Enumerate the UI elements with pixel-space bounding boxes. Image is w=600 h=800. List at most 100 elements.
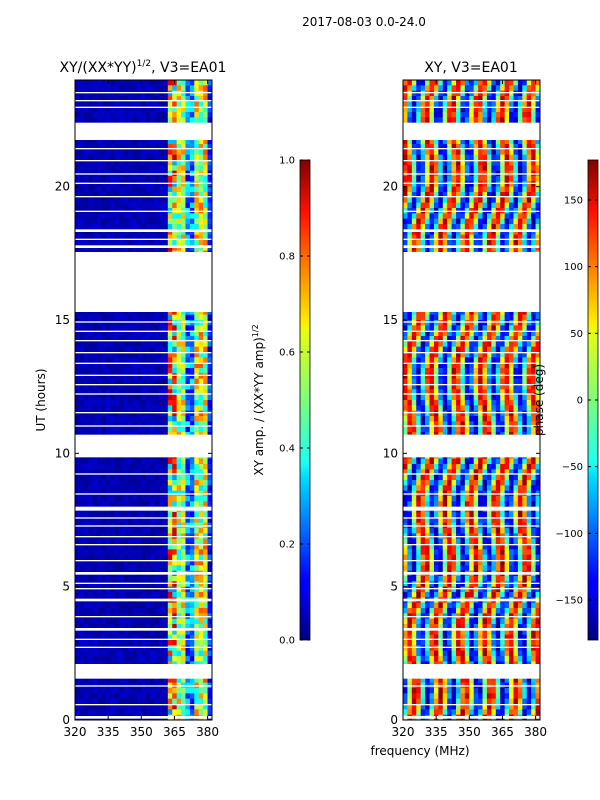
heatmap-cell <box>181 224 187 230</box>
heatmap-cell <box>75 485 81 492</box>
heatmap-cell <box>154 106 160 113</box>
heatmap-cell <box>194 314 200 321</box>
heatmap-cell <box>207 474 212 481</box>
heatmap-cell <box>429 602 435 609</box>
heatmap-cell <box>438 650 444 657</box>
heatmap-cell <box>123 240 129 246</box>
heatmap-cell <box>185 618 191 625</box>
heatmap-cell <box>158 496 164 502</box>
heatmap-cell <box>407 165 413 172</box>
heatmap-cell <box>411 512 417 518</box>
heatmap-cell <box>207 80 212 86</box>
heatmap-cell <box>194 90 200 97</box>
heatmap-cell <box>79 565 85 572</box>
heatmap-cell <box>167 650 173 657</box>
heatmap-cell <box>207 384 212 390</box>
heatmap-cell <box>79 677 85 684</box>
heatmap-cell <box>163 325 169 332</box>
heatmap-cell <box>403 512 409 518</box>
heatmap-cell <box>97 544 103 550</box>
heatmap-cell <box>203 554 209 561</box>
heatmap-cell <box>145 192 151 198</box>
heatmap-cell <box>158 693 164 700</box>
heatmap-cell <box>92 629 98 636</box>
heatmap-cell <box>194 688 200 694</box>
heatmap-cell <box>101 517 107 524</box>
heatmap-cell <box>167 373 173 380</box>
heatmap-cell <box>132 426 138 433</box>
heatmap-cell <box>203 608 209 614</box>
heatmap-cell <box>110 650 116 657</box>
heatmap-cell <box>110 618 116 625</box>
heatmap-cell <box>407 501 413 508</box>
heatmap-cell <box>101 202 107 209</box>
heatmap-cell <box>110 197 116 204</box>
heatmap-cell <box>433 501 439 508</box>
heatmap-cell <box>407 400 413 406</box>
heatmap-cell <box>119 80 125 86</box>
heatmap-cell <box>128 320 134 326</box>
heatmap-cell <box>128 677 134 684</box>
heatmap-cell <box>101 650 107 657</box>
heatmap-cell <box>132 544 138 550</box>
heatmap-cell <box>105 368 111 374</box>
heatmap-cell <box>420 384 426 390</box>
heatmap-cell <box>198 586 204 593</box>
heatmap-cell <box>105 117 111 124</box>
heatmap-cell <box>411 485 417 492</box>
heatmap-cell <box>105 245 111 252</box>
heatmap-cell <box>83 474 89 481</box>
heatmap-cell <box>88 576 94 582</box>
heatmap-cell <box>114 352 120 358</box>
heatmap-cell <box>429 698 435 705</box>
heatmap-cell <box>203 341 209 348</box>
heatmap-cell <box>438 485 444 492</box>
heatmap-cell <box>97 192 103 198</box>
heatmap-cell <box>154 410 160 417</box>
heatmap-cell <box>105 314 111 321</box>
heatmap-cell <box>79 85 85 92</box>
heatmap-cell <box>176 229 182 236</box>
heatmap-cell <box>136 538 142 545</box>
heatmap-cell <box>189 176 195 182</box>
heatmap-cell <box>132 309 138 316</box>
heatmap-cell <box>433 245 439 252</box>
heatmap-cell <box>181 618 187 625</box>
heatmap-cell <box>97 709 103 716</box>
heatmap-cell <box>114 538 120 545</box>
heatmap-cell <box>163 154 169 161</box>
heatmap-cell <box>158 144 164 150</box>
heatmap-cell <box>194 181 200 188</box>
heatmap-cell <box>101 112 107 118</box>
heatmap-cell <box>79 160 85 166</box>
heatmap-cell <box>181 165 187 172</box>
heatmap-cell <box>105 325 111 332</box>
heatmap-cell <box>403 314 409 321</box>
heatmap-cell <box>203 197 209 204</box>
heatmap-cell <box>154 400 160 406</box>
heatmap-cell <box>425 112 431 118</box>
heatmap-cell <box>128 325 134 332</box>
heatmap-cell <box>203 698 209 705</box>
heatmap-cell <box>185 202 191 209</box>
heatmap-cell <box>119 144 125 150</box>
heatmap-cell <box>136 106 142 113</box>
heatmap-cell <box>438 634 444 641</box>
heatmap-cell <box>132 709 138 716</box>
heatmap-cell <box>403 90 409 97</box>
heatmap-cell <box>194 586 200 593</box>
heatmap-cell <box>97 149 103 156</box>
heatmap-cell <box>198 416 204 422</box>
heatmap-cell <box>167 602 173 609</box>
heatmap-cell <box>105 192 111 198</box>
heatmap-cell <box>158 90 164 97</box>
heatmap-cell <box>83 90 89 97</box>
heatmap-cell <box>438 192 444 198</box>
heatmap-cell <box>407 90 413 97</box>
heatmap-cell <box>141 101 147 108</box>
heatmap-cell <box>420 368 426 374</box>
heatmap-cell <box>123 501 129 508</box>
heatmap-cell <box>132 138 138 145</box>
heatmap-cell <box>181 176 187 182</box>
heatmap-cell <box>110 645 116 652</box>
